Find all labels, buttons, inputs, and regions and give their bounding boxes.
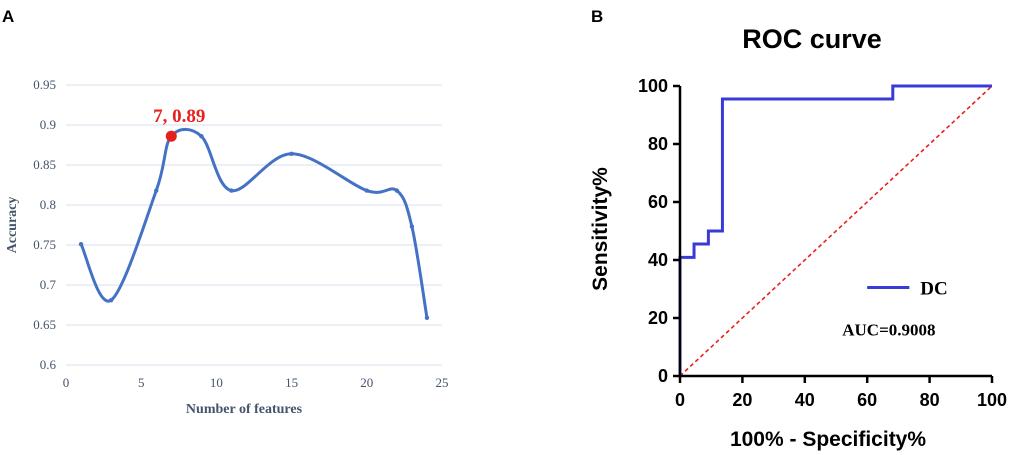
roc-dc-curve bbox=[678, 84, 992, 376]
accuracy-y-tick-label: 0.8 bbox=[40, 197, 56, 212]
roc-title: ROC curve bbox=[742, 24, 882, 54]
accuracy-points bbox=[78, 134, 430, 320]
best-point-label: 7, 0.89 bbox=[153, 106, 205, 127]
accuracy-x-tick-label: 20 bbox=[360, 375, 373, 390]
roc-y-ticks: 0 20 40 60 80 100 bbox=[638, 76, 680, 386]
panel-a-letter: A bbox=[2, 7, 14, 26]
accuracy-y-axis-label: Accuracy bbox=[5, 197, 20, 254]
roc-y-tick-label: 80 bbox=[648, 134, 668, 154]
accuracy-x-tick-label: 15 bbox=[285, 375, 298, 390]
accuracy-series-line bbox=[79, 127, 429, 319]
roc-y-tick-label: 0 bbox=[658, 366, 668, 386]
roc-x-ticks: 0 20 40 60 80 100 bbox=[675, 376, 1007, 410]
accuracy-y-tick-label: 0.65 bbox=[33, 317, 56, 332]
accuracy-x-tick-label: 0 bbox=[63, 375, 70, 390]
roc-x-tick-label: 20 bbox=[732, 390, 752, 410]
accuracy-y-tick-label: 0.85 bbox=[33, 157, 56, 172]
panel-b-letter: B bbox=[591, 7, 603, 26]
accuracy-x-ticks: 0 5 10 15 20 25 bbox=[63, 375, 449, 390]
roc-y-tick-label: 60 bbox=[648, 192, 668, 212]
accuracy-point bbox=[394, 188, 400, 193]
accuracy-point bbox=[364, 188, 369, 193]
roc-y-tick-label: 40 bbox=[648, 250, 668, 270]
accuracy-point bbox=[199, 134, 204, 139]
accuracy-point bbox=[108, 298, 114, 303]
roc-x-axis-label: 100% - Specificity% bbox=[730, 428, 926, 451]
roc-auc-annotation: AUC=0.9008 bbox=[842, 321, 935, 340]
accuracy-point bbox=[409, 224, 415, 229]
roc-chart: ROC curve 0 20 40 60 80 100 0 20 40 60 80 100 100%… bbox=[589, 24, 1007, 451]
roc-y-tick-label: 20 bbox=[648, 308, 668, 328]
accuracy-point bbox=[78, 242, 84, 247]
accuracy-x-axis-label: Number of features bbox=[186, 402, 303, 417]
accuracy-point bbox=[424, 315, 430, 320]
roc-x-tick-label: 80 bbox=[920, 390, 940, 410]
accuracy-x-tick-label: 25 bbox=[436, 375, 449, 390]
accuracy-point bbox=[154, 188, 159, 193]
roc-x-tick-label: 100 bbox=[977, 390, 1007, 410]
accuracy-y-tick-label: 0.95 bbox=[33, 77, 56, 92]
accuracy-x-tick-label: 5 bbox=[138, 375, 145, 390]
roc-y-axis-label: Sensitivity% bbox=[589, 167, 612, 291]
accuracy-y-ticks: 0.6 0.65 0.7 0.75 0.8 0.85 0.9 0.95 bbox=[33, 77, 56, 372]
accuracy-point bbox=[229, 188, 234, 193]
accuracy-point bbox=[289, 151, 294, 156]
roc-x-tick-label: 60 bbox=[857, 390, 877, 410]
roc-x-tick-label: 0 bbox=[675, 390, 685, 410]
accuracy-y-tick-label: 0.7 bbox=[40, 277, 57, 292]
accuracy-y-tick-label: 0.6 bbox=[40, 357, 57, 372]
roc-reference-diagonal bbox=[679, 85, 993, 377]
roc-y-tick-label: 100 bbox=[638, 76, 668, 96]
accuracy-chart: 0.60.650.70.750.80.850.90.95 0 5 10 15 20 25 … bbox=[5, 77, 449, 417]
accuracy-x-tick-label: 10 bbox=[210, 375, 223, 390]
accuracy-y-tick-label: 0.75 bbox=[33, 237, 56, 252]
best-point-marker bbox=[165, 130, 177, 142]
roc-x-tick-label: 40 bbox=[795, 390, 815, 410]
accuracy-gridlines bbox=[66, 84, 442, 366]
accuracy-y-tick-label: 0.9 bbox=[40, 117, 56, 132]
roc-legend-label: DC bbox=[920, 279, 947, 300]
